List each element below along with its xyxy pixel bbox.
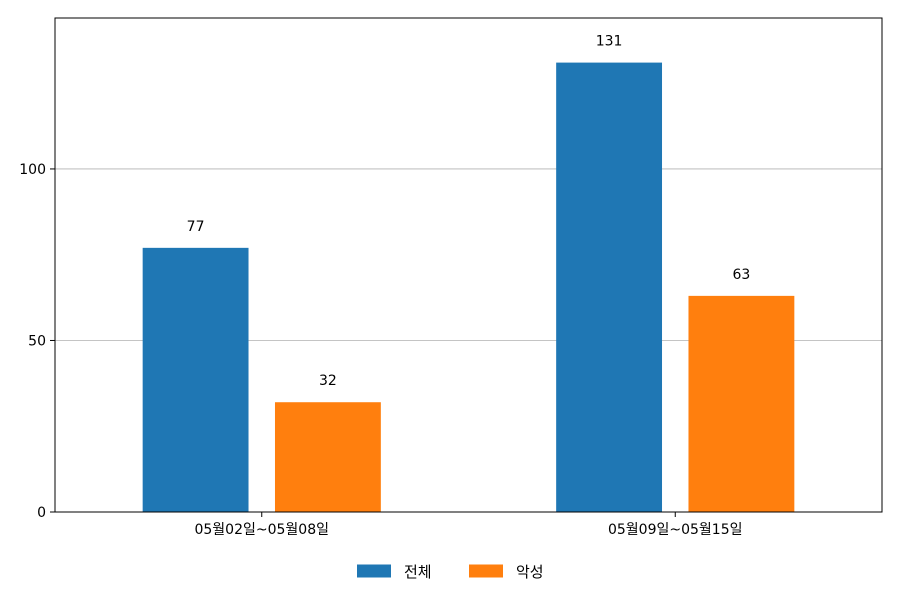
y-axis: 0 50 100 (19, 162, 55, 521)
x-tick-label: 05월02일~05월08일 (194, 522, 329, 538)
bar-malicious-0 (274, 402, 381, 512)
x-axis: 05월02일~05월08일 05월09일~05월15일 (194, 512, 743, 538)
data-label: 63 (732, 267, 750, 283)
bar-malicious-1 (688, 295, 795, 512)
data-label: 77 (187, 219, 205, 235)
y-tick-label: 100 (19, 162, 46, 178)
data-label: 131 (596, 34, 623, 50)
bars (142, 62, 795, 512)
bar-total-0 (142, 247, 249, 512)
legend-label-0: 전체 (404, 563, 432, 581)
y-tick-label: 0 (37, 505, 46, 521)
plot-frame (54, 17, 883, 513)
y-tick-label: 50 (28, 333, 46, 349)
legend-swatch-0 (357, 564, 391, 578)
x-tick-label: 05월09일~05월15일 (608, 522, 743, 538)
legend-label-1: 악성 (516, 563, 544, 581)
legend: 전체 악성 (357, 563, 544, 581)
data-labels: 77 32 131 63 (187, 34, 751, 390)
data-label: 32 (319, 373, 337, 389)
legend-swatch-1 (469, 564, 503, 578)
bar-total-1 (556, 62, 663, 512)
